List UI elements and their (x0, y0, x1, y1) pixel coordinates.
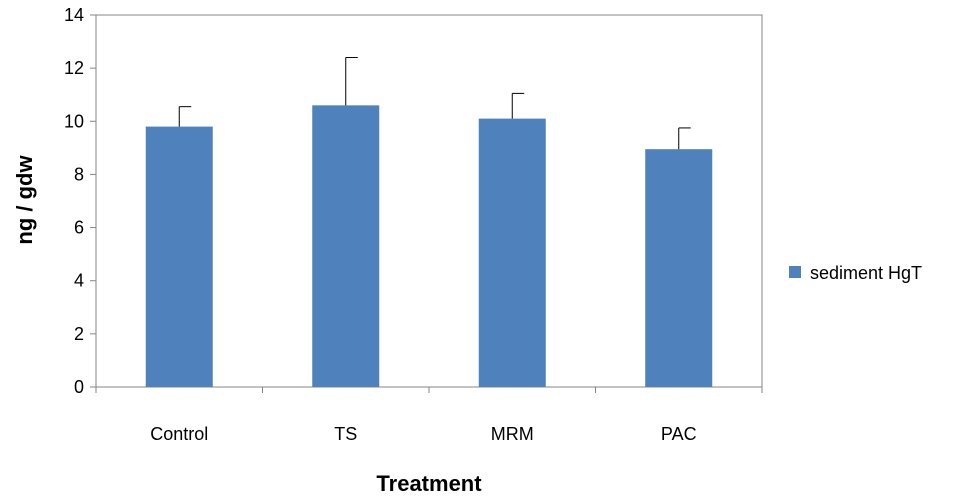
x-tick-label: TS (334, 424, 357, 444)
legend-label: sediment HgT (810, 263, 922, 283)
x-tick-label: Control (150, 424, 208, 444)
y-tick-label: 12 (64, 58, 84, 78)
y-tick-label: 6 (74, 218, 84, 238)
y-tick-label: 8 (74, 164, 84, 184)
bar-ts (312, 105, 380, 387)
y-axis-title: ng / gdw (12, 155, 37, 245)
y-tick-label: 14 (64, 5, 84, 25)
bar-control (145, 126, 213, 387)
y-tick-label: 4 (74, 271, 84, 291)
y-tick-label: 10 (64, 111, 84, 131)
bar-mrm (478, 118, 546, 387)
x-tick-label: MRM (491, 424, 534, 444)
y-tick-label: 2 (74, 324, 84, 344)
x-axis-title: Treatment (376, 471, 482, 496)
legend-swatch (789, 266, 801, 278)
x-tick-label: PAC (661, 424, 697, 444)
plot-area: 0 2 4 6 8 10 12 14 Control TS MRM PAC (64, 5, 763, 444)
legend: sediment HgT (789, 263, 922, 283)
y-tick-label: 0 (74, 377, 84, 397)
bar-pac (645, 149, 713, 387)
